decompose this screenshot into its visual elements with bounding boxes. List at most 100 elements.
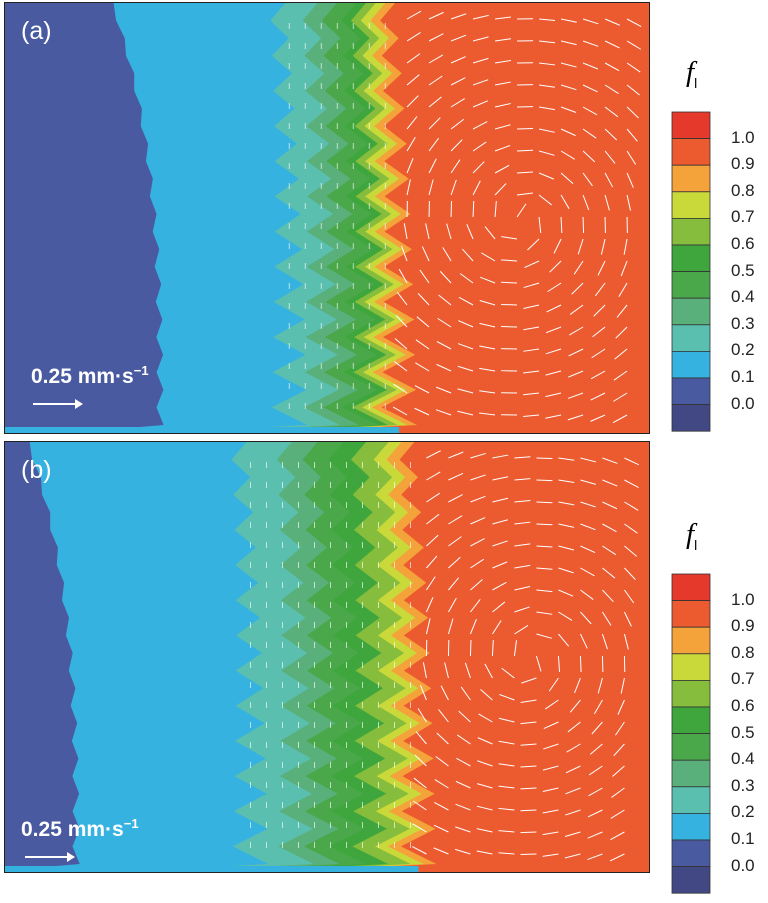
velocity-vector [494,59,511,64]
velocity-vector [450,179,457,196]
velocity-vector [433,847,449,855]
velocity-vector [611,787,625,798]
velocity-vector [494,164,510,174]
velocity-vector [604,128,618,141]
velocity-vector [536,523,553,526]
velocity-vector [604,40,620,49]
velocity-vector [492,476,509,481]
velocity-vector [536,501,553,504]
velocity-vector [609,853,625,862]
velocity-vector [426,534,439,547]
velocity-vector [604,18,620,26]
velocity-vector [448,597,457,613]
velocity-vector [448,472,464,481]
velocity-vector [523,414,540,418]
velocity-vector [398,268,408,284]
velocity-vector [419,269,430,284]
velocity-vector [604,194,610,211]
velocity-vector [624,523,638,534]
panel-label-b: (b) [21,456,52,484]
velocity-vector [624,457,640,466]
velocity-vector [492,581,507,591]
velocity-vector [545,392,562,398]
velocity-vector [514,606,530,613]
panel-label-a: (a) [21,17,52,45]
velocity-vector [401,245,408,262]
velocity-vector [615,326,628,339]
velocity-vector [579,655,582,673]
velocity-vector [597,260,606,276]
velocity-vector [501,281,518,284]
colorbar-swatches-b [671,573,711,894]
velocity-vector [412,846,427,855]
colorbar-swatch [671,191,711,219]
velocity-vector [428,33,444,42]
velocity-vector [574,677,581,694]
velocity-vector [428,75,443,86]
velocity-vector [580,545,596,554]
velocity-vector [602,501,618,510]
colorbar-swatch [671,626,711,655]
velocity-vector [610,831,625,841]
velocity-vector [492,519,508,525]
colorbar-tick-label: 0.5 [731,722,755,742]
colorbar-swatch [671,404,711,432]
velocity-vector [425,223,430,240]
velocity-vector [527,238,540,251]
velocity-vector [469,639,472,657]
velocity-vector [544,699,559,710]
velocity-vector [450,98,465,108]
velocity-vector [413,777,427,789]
velocity-vector [492,497,509,503]
colorbar-swatch [671,759,711,788]
velocity-vector [624,545,637,557]
colorbar-swatch [671,812,711,841]
colorbar-tick-label: 0.2 [731,340,755,360]
velocity-vector [470,517,486,525]
velocity-vector [436,386,452,394]
velocity-vector [514,478,531,481]
velocity-vector [406,32,421,42]
colorbar-swatch [671,111,711,140]
velocity-vector [499,694,515,701]
colorbar-swatch [671,600,711,628]
velocity-vector [470,495,486,503]
velocity-vector [460,686,471,701]
velocity-vector [523,392,540,396]
velocity-vector [484,663,493,679]
velocity-vector [403,223,408,240]
velocity-vector [524,260,540,269]
colorbar-tick-label: 0.2 [731,802,755,822]
velocity-vector [433,824,449,833]
velocity-vector [436,732,449,745]
velocity-vector [624,589,635,604]
velocity-vector [536,545,553,548]
velocity-vector [450,34,467,42]
velocity-vector [571,282,584,295]
velocity-vector [538,216,542,233]
velocity-vector [547,282,562,293]
velocity-vector [470,599,481,613]
colorbar-swatch [671,271,711,299]
colorbar-tick-label: 0.0 [731,393,755,413]
bottom-mushy-strip [5,866,419,872]
velocity-vector [457,343,474,350]
velocity-vector [558,545,575,551]
velocity-vector [616,304,628,318]
velocity-vector [582,194,590,211]
velocity-vector [560,62,577,68]
contour-plot-a: (a) 0.25 mm·s−1 [4,2,650,434]
velocity-vector [492,561,508,569]
velocity-vector [602,523,617,533]
colorbar-tick-label: 0.1 [731,829,755,848]
velocity-vector [470,579,483,591]
velocity-vector [535,655,542,672]
velocity-vector [623,611,632,627]
velocity-vector [624,501,639,511]
velocity-vector [434,779,449,789]
velocity-vector [516,192,534,196]
velocity-vector [425,597,434,613]
velocity-vector [588,787,603,797]
velocity-vector [450,139,463,152]
velocity-vector [520,809,537,812]
